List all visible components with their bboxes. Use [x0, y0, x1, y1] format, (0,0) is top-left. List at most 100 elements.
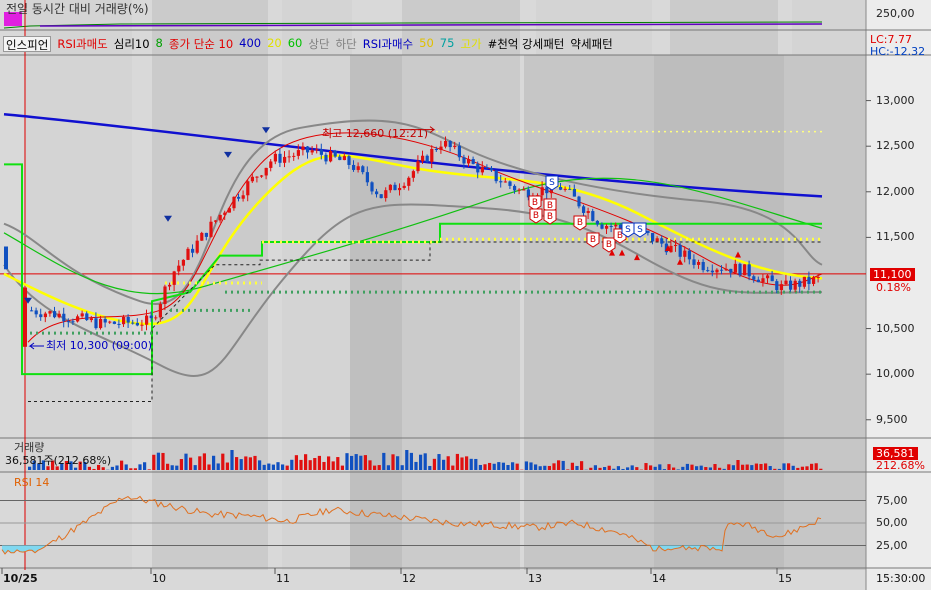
candle-body — [62, 313, 66, 322]
candle-body — [692, 259, 696, 265]
volume-bar — [267, 463, 271, 470]
candle-body — [333, 150, 337, 157]
candle-body — [347, 156, 351, 165]
volume-bar — [685, 463, 689, 470]
buy-signal-label: B — [547, 212, 553, 222]
volume-bar — [754, 463, 758, 470]
change-percent: 0.18% — [876, 281, 911, 294]
candle-body — [296, 150, 300, 156]
legend-item[interactable]: 고가 — [460, 37, 482, 51]
volume-bar — [308, 460, 312, 470]
candle-body — [103, 318, 107, 323]
legend-item[interactable]: 400 — [239, 36, 262, 50]
volume-bar — [322, 461, 326, 470]
down-arrow-icon — [224, 151, 232, 158]
candle-body — [402, 185, 406, 188]
volume-title: 거래량 — [14, 441, 45, 454]
candle-body — [798, 280, 802, 287]
candle-body — [384, 190, 388, 199]
volume-bar — [156, 452, 160, 470]
volume-bar — [336, 457, 340, 470]
candle-body — [476, 163, 480, 173]
volume-bar — [345, 453, 349, 470]
legend-item[interactable]: 종가 단순 10 — [168, 37, 234, 51]
buy-signal-label: B — [590, 235, 596, 245]
volume-bar — [488, 462, 492, 470]
volume-bar — [667, 464, 671, 470]
legend-item[interactable]: 하단 — [335, 37, 357, 51]
candle-body — [485, 167, 489, 169]
legend-item[interactable]: 50 — [419, 36, 434, 50]
volume-bar — [437, 454, 441, 470]
candle-body — [361, 166, 365, 173]
legend-item[interactable]: 심리10 — [113, 37, 150, 51]
candle-body — [715, 269, 719, 273]
volume-bar — [87, 466, 91, 470]
legend-item[interactable]: RSI과매도 — [57, 37, 108, 51]
legend-item[interactable]: RSI과매수 — [362, 37, 414, 51]
volume-bar — [750, 465, 754, 470]
sell-signal-label: S — [637, 225, 643, 235]
candle-body — [706, 270, 710, 272]
volume-bar — [534, 464, 538, 470]
buy-signal-label: B — [532, 198, 538, 208]
candle-body — [223, 212, 227, 215]
candle-body — [23, 287, 27, 347]
candle-body — [338, 156, 342, 161]
bollinger-lower — [3, 203, 823, 377]
indicator-legend[interactable]: 인스피언 RSI과매도 심리10 8 종가 단순 10 400 20 60 상단 하단 RSI과매수… — [3, 36, 619, 52]
candle-body — [434, 148, 438, 150]
candle-body — [756, 279, 760, 283]
legend-item[interactable]: 인스피언 — [3, 36, 52, 52]
candle-body — [614, 224, 618, 227]
candle-body — [600, 224, 604, 229]
volume-bar — [773, 468, 777, 470]
candle-body — [158, 304, 162, 318]
volume-bar — [722, 468, 726, 470]
price-tick-label: 13,000 — [876, 93, 915, 107]
axis-area — [866, 0, 931, 590]
candle-body — [499, 181, 503, 183]
buy-signal-marker — [528, 195, 542, 211]
volume-bar — [359, 455, 363, 470]
volume-bar — [285, 465, 289, 470]
buy-signal-label: B — [606, 240, 612, 250]
volume-bar — [386, 465, 390, 470]
candle-body — [57, 313, 61, 318]
legend-item[interactable]: 8 — [155, 36, 163, 50]
volume-bar — [561, 460, 565, 470]
legend-item[interactable]: #천억 강세패턴 — [487, 37, 565, 51]
candle-body — [563, 188, 567, 190]
volume-bar — [575, 465, 579, 470]
candle-body — [812, 277, 816, 284]
candle-body — [117, 323, 121, 325]
candle-body — [43, 313, 47, 318]
legend-item[interactable]: 60 — [287, 36, 303, 50]
legend-item[interactable]: 75 — [439, 36, 455, 50]
volume-percent: 212.68% — [876, 459, 925, 472]
legend-item[interactable]: 약세패턴 — [570, 37, 613, 51]
legend-item[interactable]: 20 — [267, 36, 282, 50]
volume-bar — [138, 464, 142, 470]
volume-bar — [699, 465, 703, 470]
price-tick-label: 12,500 — [876, 139, 915, 153]
candle-body — [306, 146, 310, 153]
candle-body — [683, 250, 687, 257]
candle-body — [71, 321, 75, 323]
price-tick-label: 10,500 — [876, 321, 915, 335]
volume-bar — [511, 462, 515, 470]
volume-bar — [423, 453, 427, 470]
volume-bar — [796, 467, 800, 470]
volume-bar — [409, 452, 413, 470]
candle-body — [720, 269, 724, 271]
candle-body — [375, 191, 379, 195]
volume-bar — [713, 464, 717, 470]
volume-bar — [787, 463, 791, 470]
volume-bar — [589, 467, 593, 470]
price-tick-label: 11,500 — [876, 230, 915, 244]
candle-body — [89, 318, 93, 321]
legend-item[interactable]: 상단 — [308, 37, 330, 51]
candle-body — [48, 311, 52, 314]
